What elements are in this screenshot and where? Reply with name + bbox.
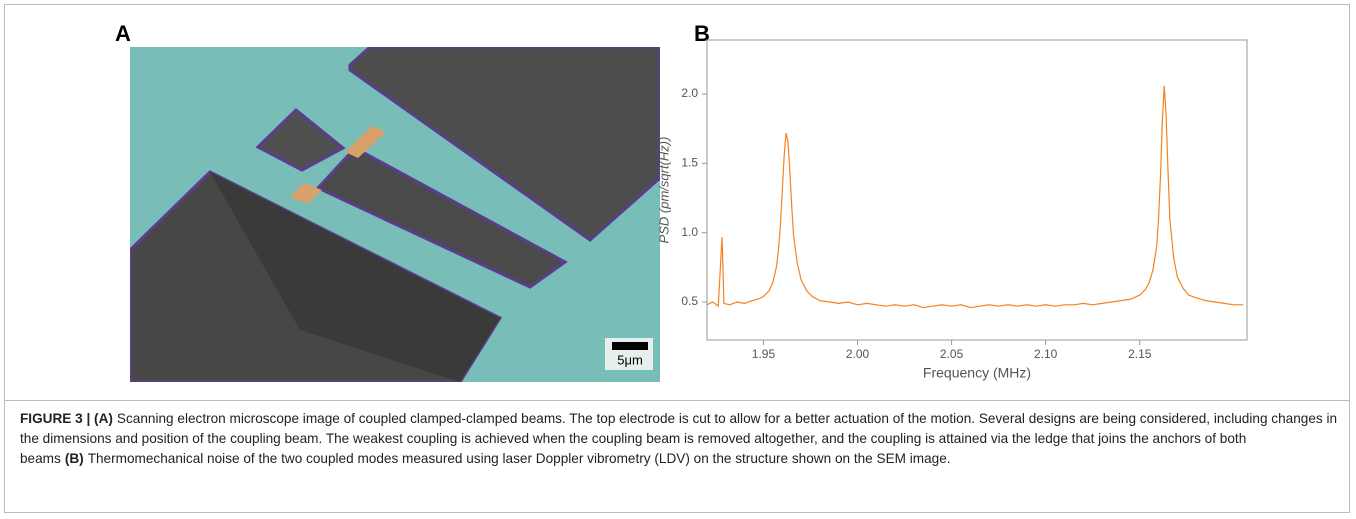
sem-image: 5μm: [130, 47, 660, 382]
y-axis-label: PSD (pm/sqrt(Hz)): [656, 137, 671, 244]
scale-bar-label: 5μm: [617, 352, 643, 367]
caption-label: (B): [64, 451, 84, 466]
x-axis-label: Frequency (MHz): [923, 365, 1031, 381]
panel-label: A: [115, 21, 131, 46]
panel-label: B: [694, 21, 710, 46]
chart: 0.5 1.0 1.5 2.0 1.95 2.00 2.05 2.10 2.15 Frequenc…: [656, 39, 1248, 381]
plot-frame: [706, 39, 1248, 341]
separator: [4, 400, 1350, 401]
x-tick-label: 2.15: [1128, 347, 1152, 361]
x-tick-label: 2.05: [940, 347, 964, 361]
y-tick-label: 0.5: [681, 294, 698, 308]
figure-frame: [4, 4, 1350, 513]
y-tick-label: 1.0: [681, 225, 698, 239]
caption-text: Scanning electron microscope image of co…: [20, 411, 1338, 466]
x-tick-label: 1.95: [752, 347, 776, 361]
caption-label: FIGURE 3 | (A): [20, 411, 113, 426]
x-tick-label: 2.00: [846, 347, 870, 361]
caption: FIGURE 3 | (A) Scanning electron microsco…: [20, 409, 1340, 469]
data-line: [706, 85, 1244, 309]
figure: A B 5μm 0.5 1.0 1.5 2.0 1.95 2.00 2.05 2.10 2.15…: [115, 21, 1248, 382]
caption-text: Thermomechanical noise of the two couple…: [87, 451, 951, 466]
y-tick-label: 2.0: [681, 86, 698, 100]
x-tick-label: 2.10: [1034, 347, 1058, 361]
y-tick-label: 1.5: [681, 156, 698, 170]
